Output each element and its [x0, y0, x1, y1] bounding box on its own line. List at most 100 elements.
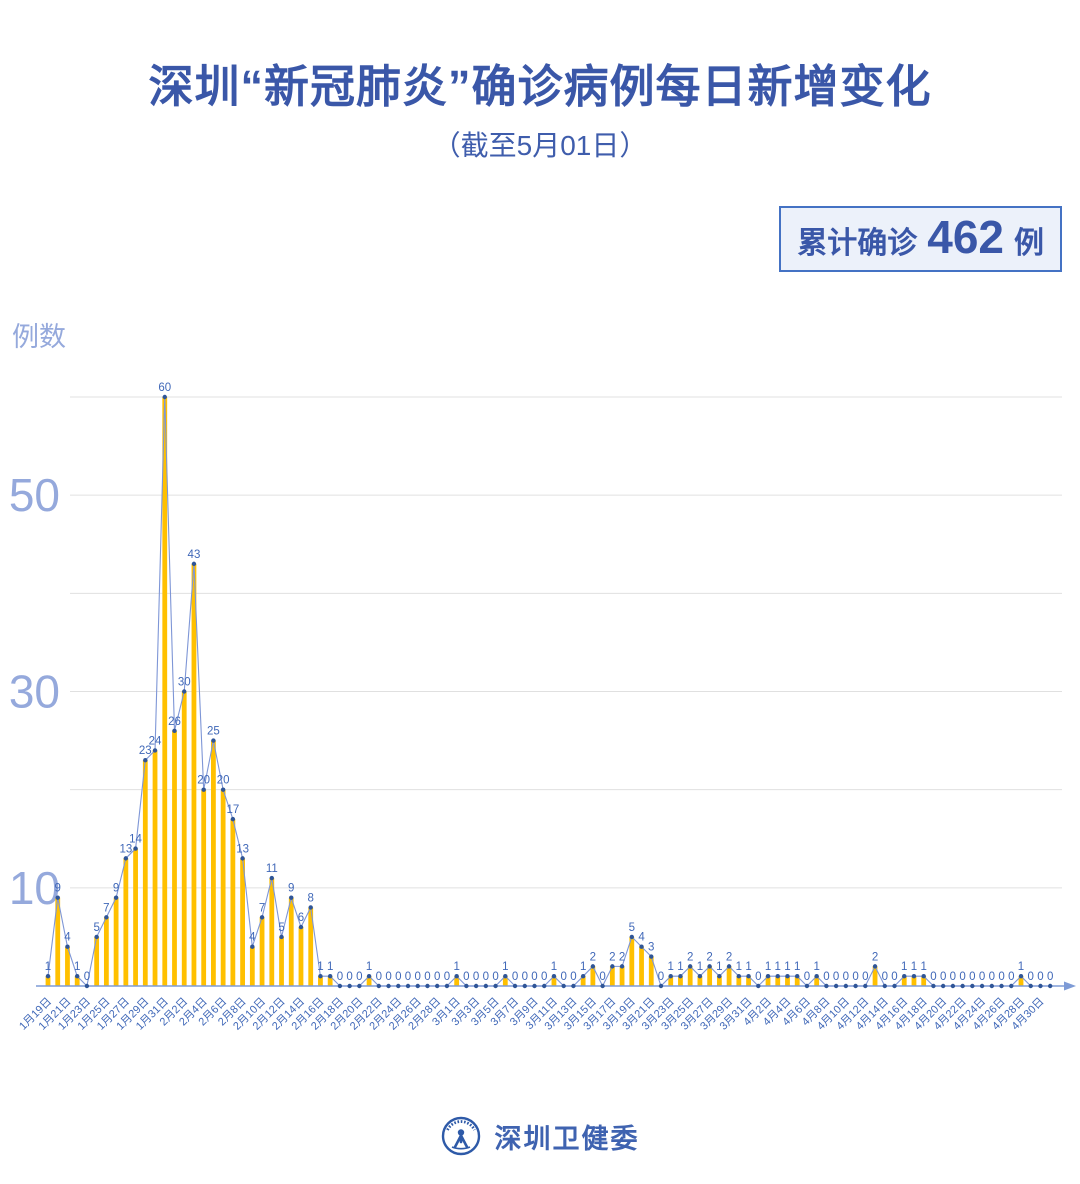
svg-text:1: 1: [911, 961, 917, 973]
svg-text:0: 0: [395, 971, 401, 983]
svg-text:9: 9: [55, 883, 61, 895]
svg-text:1: 1: [697, 961, 703, 973]
svg-text:4: 4: [64, 932, 71, 944]
svg-text:0: 0: [356, 971, 362, 983]
svg-text:0: 0: [1037, 971, 1043, 983]
svg-text:0: 0: [444, 971, 450, 983]
svg-text:1: 1: [502, 961, 508, 973]
svg-text:0: 0: [541, 971, 547, 983]
cumulative-badge-prefix: 累计确诊: [797, 227, 918, 260]
svg-text:3: 3: [648, 942, 654, 954]
svg-text:5: 5: [278, 922, 284, 934]
svg-text:6: 6: [298, 912, 304, 924]
x-axis-arrow-icon: [1064, 981, 1076, 991]
svg-text:0: 0: [940, 971, 946, 983]
svg-text:1: 1: [736, 961, 742, 973]
svg-text:1: 1: [580, 961, 586, 973]
svg-text:2: 2: [872, 951, 878, 963]
svg-text:2: 2: [619, 951, 625, 963]
svg-text:1: 1: [716, 961, 722, 973]
health-commission-logo-icon: [441, 1116, 480, 1156]
svg-text:0: 0: [930, 971, 936, 983]
svg-text:1: 1: [794, 961, 800, 973]
svg-text:2: 2: [706, 951, 712, 963]
svg-text:20: 20: [197, 775, 210, 787]
svg-text:0: 0: [852, 971, 858, 983]
value-labels: 1941057913142324602630432025201713471159…: [45, 382, 1054, 983]
svg-text:0: 0: [959, 971, 965, 983]
svg-text:26: 26: [168, 716, 181, 728]
svg-text:23: 23: [139, 745, 152, 757]
svg-text:0: 0: [346, 971, 352, 983]
svg-text:0: 0: [473, 971, 479, 983]
page-subtitle: （截至5月01日）: [432, 130, 648, 161]
svg-text:0: 0: [1008, 971, 1014, 983]
svg-text:1: 1: [317, 961, 323, 973]
svg-text:4: 4: [638, 932, 645, 944]
svg-text:5: 5: [629, 922, 635, 934]
y-axis-unit-label: 例数: [12, 322, 66, 352]
date-labels: 1月19日1月21日1月23日1月25日1月27日1月29日1月31日2月2日2…: [17, 996, 1046, 1033]
svg-text:0: 0: [658, 971, 664, 983]
svg-text:9: 9: [288, 883, 294, 895]
svg-text:30: 30: [178, 677, 191, 689]
svg-text:43: 43: [188, 549, 201, 561]
svg-text:1: 1: [765, 961, 771, 973]
y-tick-labels: 10 30 50: [9, 469, 60, 914]
svg-text:1: 1: [366, 961, 372, 973]
svg-text:1: 1: [1018, 961, 1024, 973]
svg-text:9: 9: [113, 883, 119, 895]
chart-svg: 例数10305019410579131423246026304320252017…: [9, 322, 1076, 1033]
svg-text:0: 0: [1047, 971, 1053, 983]
svg-text:0: 0: [862, 971, 868, 983]
svg-text:0: 0: [833, 971, 839, 983]
svg-text:1: 1: [901, 961, 907, 973]
gridlines: [70, 396, 1062, 889]
svg-text:0: 0: [512, 971, 518, 983]
svg-text:0: 0: [882, 971, 888, 983]
svg-text:8: 8: [308, 892, 314, 904]
svg-text:2: 2: [687, 951, 693, 963]
svg-text:0: 0: [385, 971, 391, 983]
svg-text:14: 14: [129, 834, 142, 846]
point-markers: [45, 394, 1053, 989]
svg-text:50: 50: [9, 469, 60, 521]
svg-text:0: 0: [804, 971, 810, 983]
svg-text:0: 0: [560, 971, 566, 983]
svg-text:13: 13: [119, 843, 132, 855]
svg-text:30: 30: [9, 665, 60, 717]
svg-text:60: 60: [158, 382, 171, 394]
svg-text:2: 2: [609, 951, 615, 963]
svg-text:13: 13: [236, 843, 249, 855]
svg-text:0: 0: [1028, 971, 1034, 983]
svg-text:0: 0: [531, 971, 537, 983]
page-title: 深圳“新冠肺炎”确诊病例每日新增变化: [148, 61, 932, 112]
bars: [45, 397, 1024, 986]
svg-text:17: 17: [226, 804, 239, 816]
svg-text:0: 0: [843, 971, 849, 983]
svg-text:1: 1: [327, 961, 333, 973]
svg-text:0: 0: [483, 971, 489, 983]
chart-area: 例数 10 30 50 1 9 4 1 0 5 7 9 13 14 23 24 60 26 30 43 20 25 20 17…: [0, 300, 1080, 1090]
footer-org-name: 深圳卫健委: [494, 1123, 640, 1154]
svg-text:1: 1: [453, 961, 459, 973]
svg-text:0: 0: [969, 971, 975, 983]
svg-text:0: 0: [424, 971, 430, 983]
svg-text:1: 1: [920, 961, 926, 973]
svg-text:5: 5: [93, 922, 99, 934]
svg-text:1: 1: [784, 961, 790, 973]
svg-text:7: 7: [103, 902, 109, 914]
svg-text:20: 20: [217, 775, 230, 787]
svg-text:0: 0: [376, 971, 382, 983]
svg-text:0: 0: [979, 971, 985, 983]
svg-text:1: 1: [551, 961, 557, 973]
svg-text:1: 1: [45, 961, 51, 973]
svg-text:25: 25: [207, 726, 220, 738]
svg-text:0: 0: [434, 971, 440, 983]
svg-text:10: 10: [9, 862, 60, 914]
svg-text:1: 1: [813, 961, 819, 973]
svg-text:0: 0: [337, 971, 343, 983]
svg-text:0: 0: [755, 971, 761, 983]
svg-text:4: 4: [249, 932, 256, 944]
